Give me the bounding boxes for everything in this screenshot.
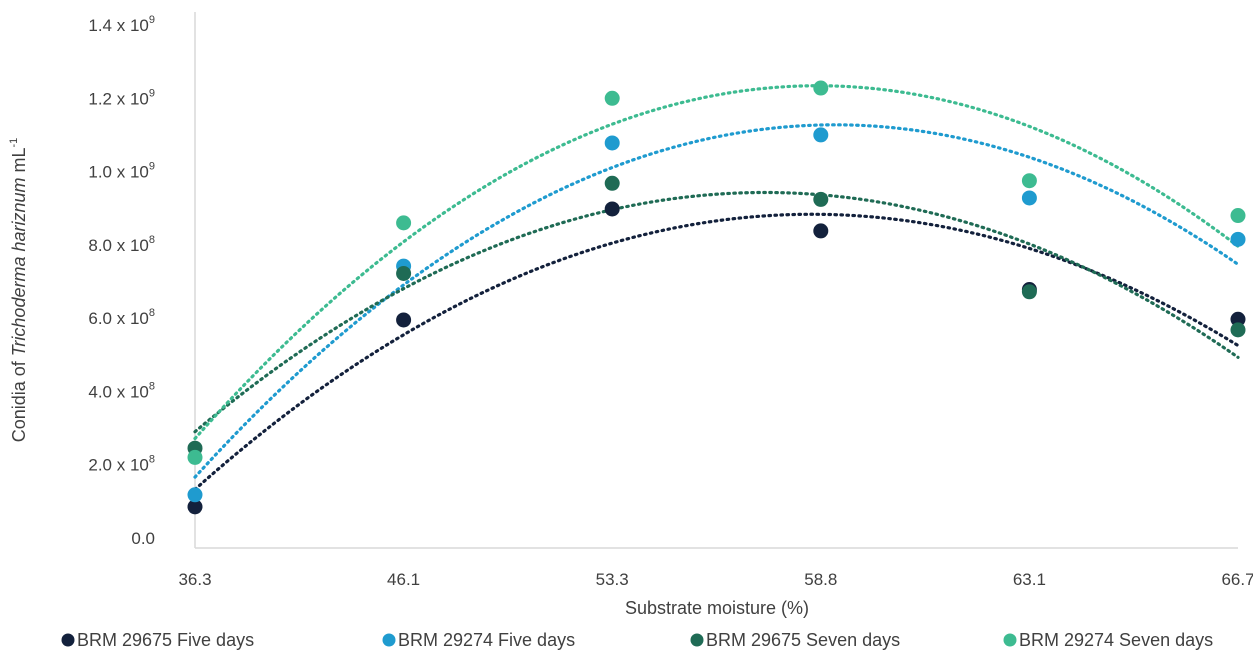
y-tick-label: 1.4 x 109 xyxy=(88,14,155,35)
data-point xyxy=(396,215,412,231)
legend-marker xyxy=(382,633,396,647)
legend-item: BRM 29274 Seven days xyxy=(1003,630,1213,650)
legend-item: BRM 29675 Seven days xyxy=(690,630,900,650)
trendline xyxy=(193,190,1240,434)
data-point xyxy=(1021,173,1037,189)
trendlines xyxy=(193,84,1240,491)
y-title-species: Trichoderma hariznum xyxy=(9,178,29,357)
trendline xyxy=(193,212,1240,491)
data-point xyxy=(187,449,203,465)
data-point xyxy=(604,175,620,191)
y-tick-label: 0.0 xyxy=(131,529,155,548)
y-title-prefix: Conidia of xyxy=(9,356,29,442)
y-tick-label: 1.2 x 109 xyxy=(88,87,155,108)
x-axis-title: Substrate moisture (%) xyxy=(625,598,809,618)
x-tick-label: 36.3 xyxy=(178,570,211,589)
x-axis: 36.3 46.1 53.3 58.8 63.1 66.7 xyxy=(178,547,1253,589)
data-point xyxy=(1230,311,1246,327)
x-tick-label: 46.1 xyxy=(387,570,420,589)
data-point xyxy=(813,127,829,143)
data-point xyxy=(813,191,829,207)
y-tick-label: 1.0 x 109 xyxy=(88,161,155,182)
legend-marker xyxy=(690,633,704,647)
x-tick-label: 53.3 xyxy=(596,570,629,589)
legend-marker xyxy=(1003,633,1017,647)
data-point xyxy=(187,499,203,515)
data-point xyxy=(187,487,203,503)
data-point xyxy=(813,80,829,96)
legend-item: BRM 29274 Five days xyxy=(382,630,575,650)
y-tick-base: 6.0 x 10 xyxy=(88,309,149,328)
data-point xyxy=(396,312,412,328)
data-point xyxy=(813,223,829,239)
data-point xyxy=(1230,208,1246,224)
y-tick-base: 4.0 x 10 xyxy=(88,382,149,401)
legend-marker xyxy=(61,633,75,647)
y-tick-label: 8.0 x 108 xyxy=(88,234,155,255)
data-point xyxy=(604,201,620,217)
y-tick-label: 2.0 x 108 xyxy=(88,454,155,475)
y-title-exponent: -1 xyxy=(8,138,20,148)
trendline xyxy=(193,84,1240,441)
data-points xyxy=(187,80,1246,515)
data-point xyxy=(396,265,412,281)
y-tick-exponent: 9 xyxy=(149,14,155,26)
legend-label: BRM 29675 Five days xyxy=(77,630,254,650)
data-point xyxy=(1021,284,1037,300)
y-tick-label: 4.0 x 108 xyxy=(88,380,155,401)
y-tick-exponent: 9 xyxy=(149,87,155,99)
data-point xyxy=(1230,322,1246,338)
y-tick-exponent: 8 xyxy=(149,380,155,392)
y-tick-base: 1.4 x 10 xyxy=(88,16,149,35)
y-tick-base: 0.0 xyxy=(131,529,155,548)
legend-label: BRM 29274 Seven days xyxy=(1019,630,1213,650)
x-tick-label: 66.7 xyxy=(1221,570,1253,589)
legend-label: BRM 29675 Seven days xyxy=(706,630,900,650)
y-tick-base: 1.2 x 10 xyxy=(88,89,149,108)
y-axis-title-text: Conidia of Trichoderma hariznum mL-1 xyxy=(8,138,29,443)
y-title-unit: mL xyxy=(9,147,29,177)
y-tick-exponent: 8 xyxy=(149,454,155,466)
trendline xyxy=(193,123,1240,479)
y-tick-base: 2.0 x 10 xyxy=(88,456,149,475)
data-point xyxy=(1021,190,1037,206)
y-tick-exponent: 9 xyxy=(149,161,155,173)
y-tick-base: 1.0 x 10 xyxy=(88,163,149,182)
y-tick-base: 8.0 x 10 xyxy=(88,236,149,255)
y-tick-exponent: 8 xyxy=(149,307,155,319)
legend-label: BRM 29274 Five days xyxy=(398,630,575,650)
legend-item: BRM 29675 Five days xyxy=(61,630,254,650)
y-tick-label: 6.0 x 108 xyxy=(88,307,155,328)
data-point xyxy=(1230,231,1246,247)
y-axis-title: Conidia of Trichoderma hariznum mL-1 xyxy=(8,138,29,443)
x-tick-label: 63.1 xyxy=(1013,570,1046,589)
x-tick-label: 58.8 xyxy=(804,570,837,589)
data-point xyxy=(604,135,620,151)
y-tick-exponent: 8 xyxy=(149,234,155,246)
data-point xyxy=(604,90,620,106)
legend: BRM 29675 Five days BRM 29274 Five days BR… xyxy=(61,630,1213,650)
